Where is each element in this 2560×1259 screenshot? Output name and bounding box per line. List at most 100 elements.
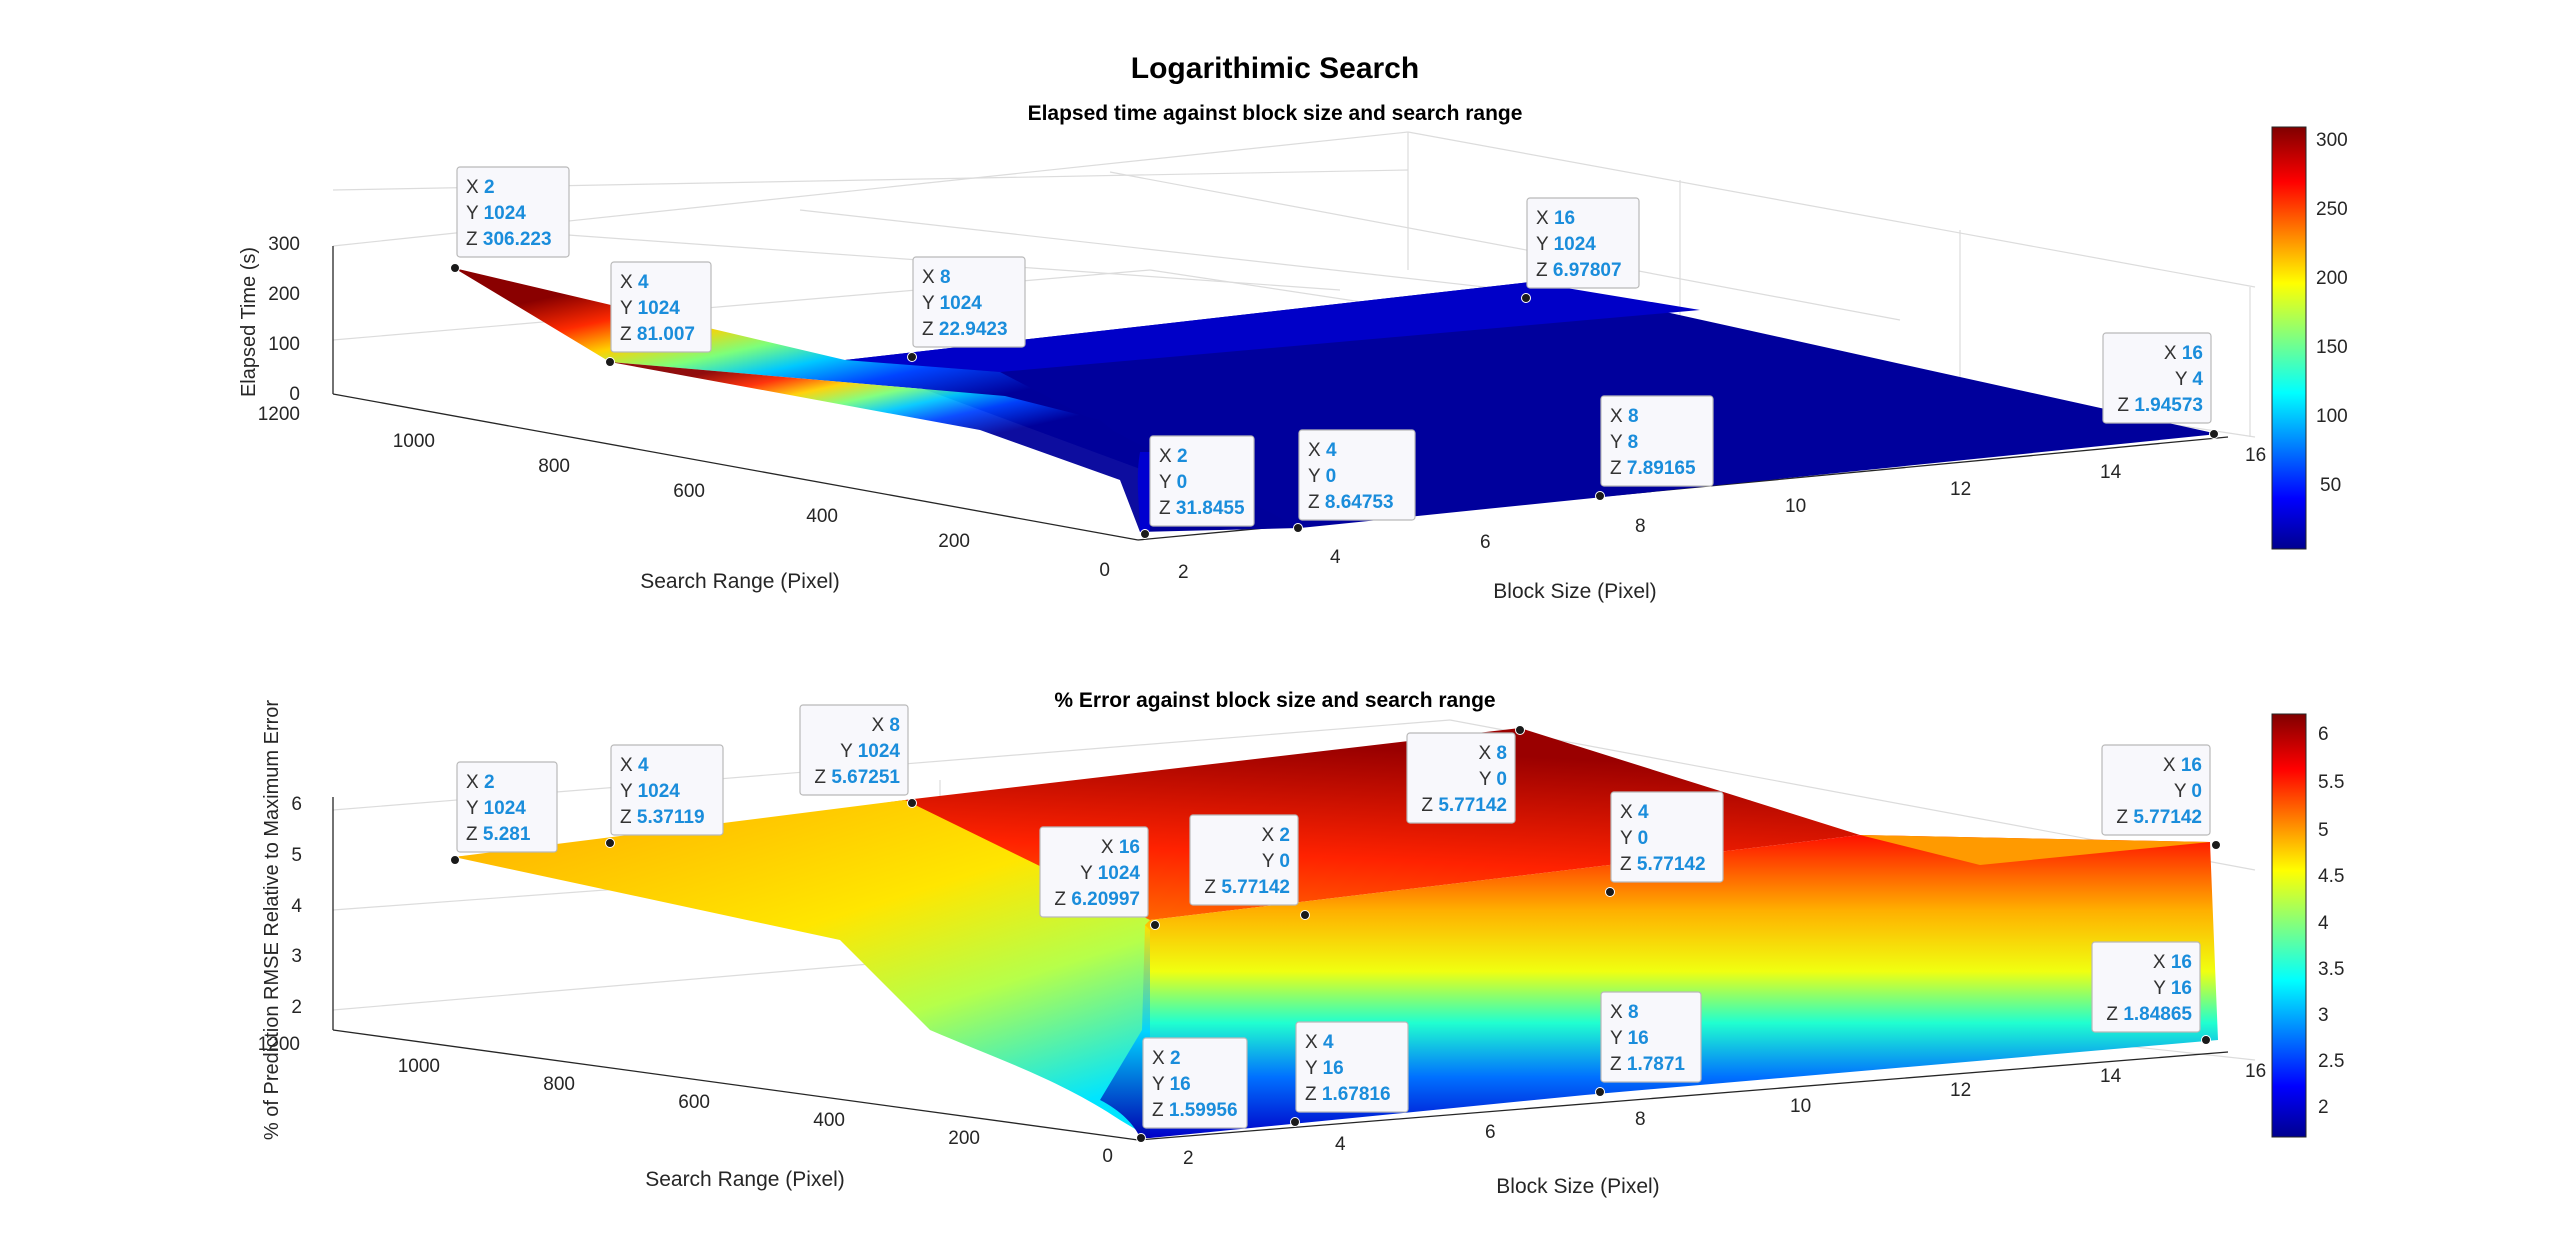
datatip-x: X 8 (871, 715, 900, 736)
datatip-x: X 4 (1620, 802, 1649, 823)
tick-label: 200 (948, 1128, 980, 1149)
datatip-y: Y 4 (2175, 369, 2204, 390)
datatip[interactable]: X 8 Y 1024 Z 22.9423 (907, 256, 1026, 362)
datatip[interactable]: X 16 Y 16 Z 1.84865 (2091, 941, 2211, 1045)
datatip-marker (605, 357, 615, 367)
datatip-marker (1136, 1133, 1146, 1143)
datatip-box (610, 744, 724, 836)
datatip-z: Z 5.77142 (1620, 854, 1706, 875)
datatip-x: X 2 (1159, 446, 1188, 467)
datatip[interactable]: X 4 Y 1024 Z 81.007 (605, 261, 712, 367)
tick-label: 1000 (398, 1056, 440, 1077)
colorbar-tick: 200 (2316, 268, 2348, 289)
tick-label: 0 (1099, 560, 1110, 581)
datatip[interactable]: X 2 Y 1024 Z 5.281 (450, 761, 558, 865)
datatip[interactable]: X 16 Y 4 Z 1.94573 (2102, 332, 2219, 439)
datatip[interactable]: X 16 Y 1024 Z 6.97807 (1521, 197, 1640, 303)
tick-label: 1000 (393, 431, 435, 452)
y-ticks: 1200 1000 800 600 400 200 0 (258, 1034, 1113, 1167)
datatip-marker (2211, 840, 2221, 850)
datatip-y: Y 1024 (620, 298, 680, 319)
tick-label: 600 (673, 481, 705, 502)
datatip-marker (2209, 429, 2219, 439)
tick-label: 4 (1335, 1134, 1346, 1155)
tick-label: 600 (678, 1092, 710, 1113)
datatip-z: Z 5.67251 (814, 767, 900, 788)
datatip-box (1526, 197, 1640, 289)
datatip-box (1039, 826, 1149, 918)
y-axis-label: Search Range (Pixel) (640, 570, 840, 593)
datatip-z: Z 5.77142 (1421, 795, 1507, 816)
datatip-x: X 8 (1610, 406, 1639, 427)
datatip-z: Z 1.84865 (2106, 1004, 2192, 1025)
datatip[interactable]: X 4 Y 0 Z 5.77142 (1605, 791, 1724, 897)
datatip[interactable]: X 2 Y 0 Z 5.77142 (1189, 814, 1310, 920)
tick-label: 4 (1330, 547, 1341, 568)
tick-label: 6 (1485, 1122, 1496, 1143)
datatip-marker (1595, 491, 1605, 501)
datatip-x: X 4 (620, 272, 649, 293)
tick-label: 2 (1183, 1148, 1194, 1169)
datatip-marker (1595, 1087, 1605, 1097)
datatip-z: Z 306.223 (466, 229, 552, 250)
datatip-box (2101, 744, 2211, 836)
datatip-box (456, 761, 558, 853)
datatip-y: Y 1024 (466, 203, 526, 224)
z-ticks: 6 5 4 3 2 (291, 794, 302, 1018)
datatips-error: X 2 Y 1024 Z 5.281 X 4 Y 1024 Z 5.37119 X 8 Y 1… (450, 704, 2221, 1143)
plot-title: Elapsed time against block size and sear… (1028, 102, 1523, 125)
datatip[interactable]: X 2 Y 16 Z 1.59956 (1136, 1037, 1248, 1143)
datatip-marker (2201, 1035, 2211, 1045)
datatip-z: Z 1.94573 (2117, 395, 2203, 416)
datatip-z: Z 1.67816 (1305, 1084, 1391, 1105)
x-axis-label: Block Size (Pixel) (1496, 1175, 1659, 1198)
datatip-marker (1293, 523, 1303, 533)
datatip-z: Z 5.37119 (620, 807, 705, 828)
datatip-marker (1605, 887, 1615, 897)
datatip-x: X 16 (2164, 343, 2203, 364)
x-ticks: 2 4 6 8 10 12 14 16 (1183, 1061, 2266, 1169)
tick-label: 400 (813, 1110, 845, 1131)
datatip[interactable]: X 8 Y 16 Z 1.7871 (1595, 991, 1702, 1097)
datatip[interactable]: X 4 Y 0 Z 8.64753 (1293, 429, 1416, 533)
datatip[interactable]: X 4 Y 16 Z 1.67816 (1290, 1021, 1409, 1127)
datatip-box (456, 166, 570, 258)
colorbar-tick: 100 (2316, 406, 2348, 427)
y-ticks: 1200 1000 800 600 400 200 0 (258, 404, 1110, 581)
tick-label: 4 (291, 896, 302, 917)
datatip[interactable]: X 16 Y 1024 Z 6.20997 (1039, 826, 1160, 930)
datatip[interactable]: X 8 Y 1024 Z 5.67251 (799, 704, 917, 808)
datatip[interactable]: X 8 Y 8 Z 7.89165 (1595, 395, 1714, 501)
datatip-x: X 2 (466, 772, 495, 793)
datatip-x: X 16 (1101, 837, 1140, 858)
datatip-z: Z 22.9423 (922, 319, 1008, 340)
z-ticks: 300 200 100 0 (268, 234, 300, 405)
datatip-x: X 2 (1152, 1048, 1181, 1069)
datatip-x: X 4 (1308, 440, 1337, 461)
z-axis-label: Elapsed Time (s) (238, 247, 260, 397)
tick-label: 5 (291, 845, 302, 866)
datatip[interactable]: X 8 Y 0 Z 5.77142 (1406, 725, 1525, 824)
datatip-x: X 2 (466, 177, 495, 198)
datatip[interactable]: X 16 Y 0 Z 5.77142 (2101, 744, 2221, 850)
plot-title: % Error against block size and search ra… (1054, 689, 1495, 712)
datatip-box (1149, 435, 1255, 527)
datatip-y: Y 0 (1159, 472, 1187, 493)
x-axis-label: Block Size (Pixel) (1493, 580, 1656, 603)
datatip[interactable]: X 4 Y 1024 Z 5.37119 (605, 744, 724, 848)
tick-label: 0 (1102, 1146, 1113, 1167)
tick-label: 10 (1790, 1096, 1811, 1117)
datatip[interactable]: X 2 Y 1024 Z 306.223 (450, 166, 570, 273)
datatip-marker (605, 838, 615, 848)
datatip-x: X 16 (1536, 208, 1575, 229)
tick-label: 6 (1480, 532, 1491, 553)
datatip-x: X 16 (2153, 952, 2192, 973)
datatip[interactable]: X 2 Y 0 Z 31.8455 (1140, 435, 1255, 539)
colorbar-tick: 300 (2316, 130, 2348, 151)
datatip-marker (1140, 529, 1150, 539)
z-axis-label: % of Prediction RMSE Relative to Maximum… (261, 700, 283, 1140)
axes-box (332, 131, 2256, 438)
tick-label: 6 (291, 794, 302, 815)
datatip-y: Y 1024 (840, 741, 900, 762)
